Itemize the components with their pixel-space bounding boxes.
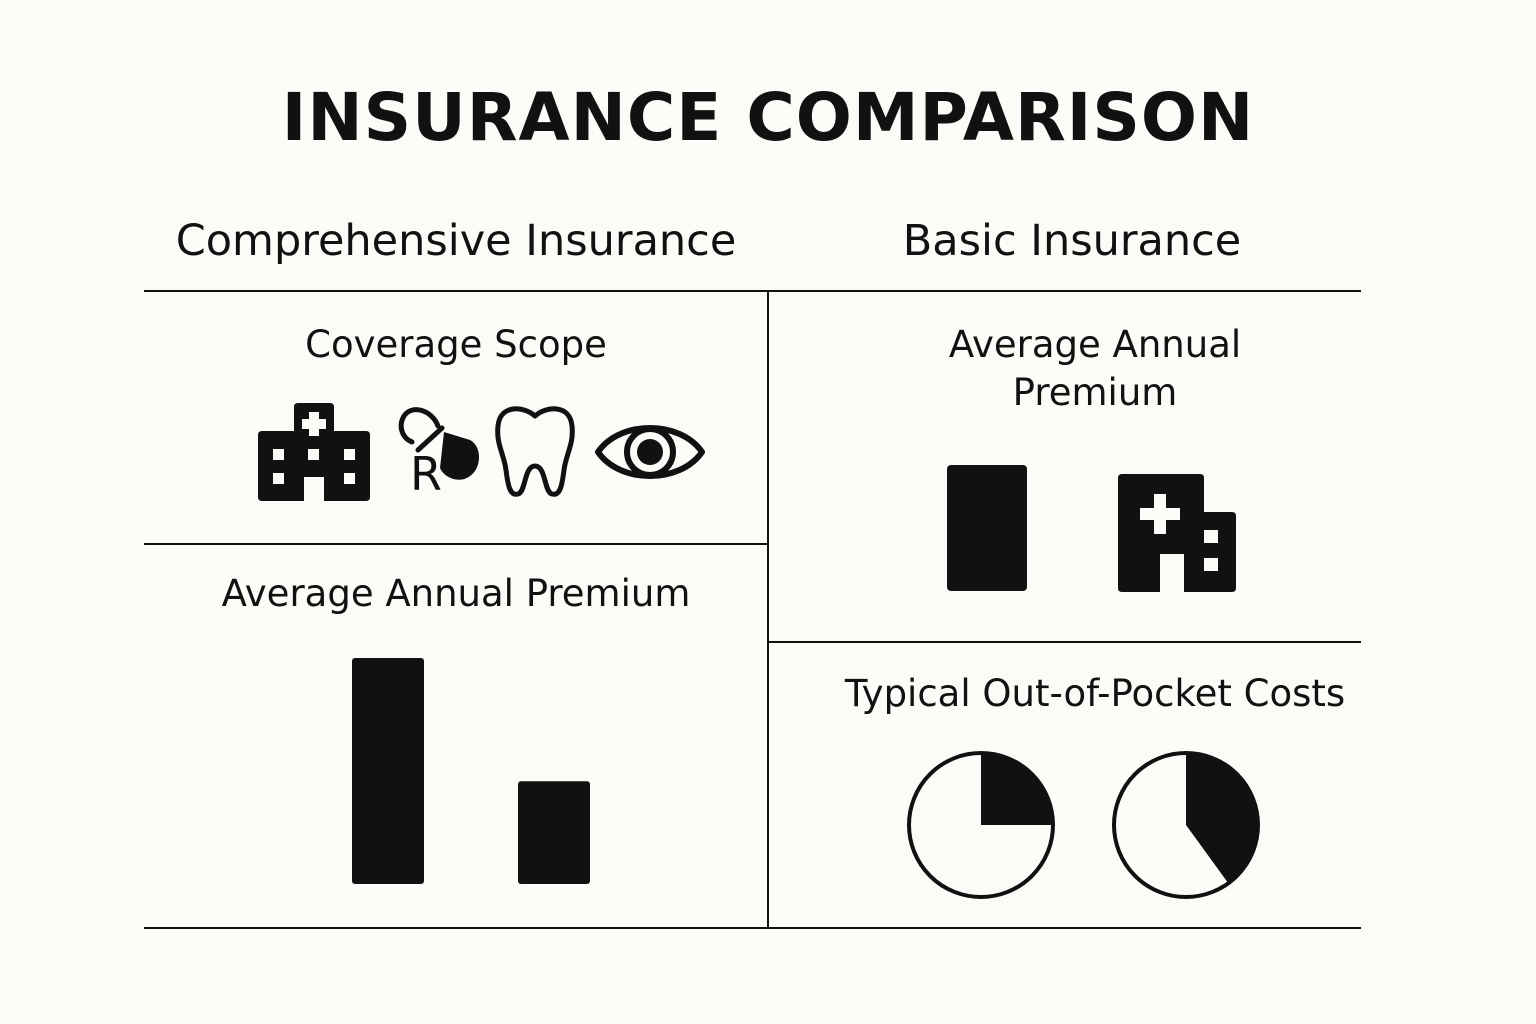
oop-pie-chart-2: [1112, 751, 1260, 899]
tooth-icon: [495, 406, 575, 497]
header-divider: [144, 290, 1361, 292]
card-icon: [947, 465, 1027, 591]
page-title: INSURANCE COMPARISON: [281, 79, 1255, 156]
premium-bar-chart: [352, 658, 590, 884]
oop-costs-label: Typical Out-of-Pocket Costs: [844, 672, 1346, 715]
pie-slice: [981, 753, 1053, 825]
premium-bar: [352, 658, 424, 884]
pie-slice: [1186, 753, 1259, 884]
right-row-divider: [768, 641, 1361, 643]
eye-icon: [595, 425, 705, 479]
hospital-icon: [1118, 474, 1236, 592]
bottom-divider: [144, 927, 1361, 929]
prescription-icon: R: [398, 407, 479, 501]
column-divider: [767, 291, 769, 928]
premium-label-basic-line2: Premium: [1012, 371, 1178, 414]
prescription-letter: R: [410, 447, 442, 501]
premium-label-comprehensive: Average Annual Premium: [221, 572, 691, 615]
left-row-divider: [144, 543, 768, 545]
premium-label-basic-line1: Average Annual: [948, 323, 1242, 366]
coverage-scope-label: Coverage Scope: [305, 323, 607, 366]
column-header-comprehensive: Comprehensive Insurance: [175, 216, 737, 266]
hospital-icon: [258, 403, 370, 501]
premium-bar: [518, 781, 590, 884]
oop-pie-chart-1: [907, 751, 1055, 899]
column-header-basic: Basic Insurance: [902, 216, 1242, 266]
